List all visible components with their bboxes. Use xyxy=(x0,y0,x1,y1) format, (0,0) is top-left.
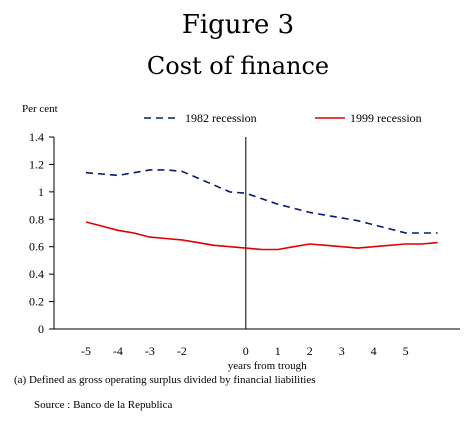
y-tick-label: 0.2 xyxy=(29,295,44,309)
x-tick-label: 5 xyxy=(403,344,409,358)
x-tick-label: -4 xyxy=(113,344,123,358)
footnote: (a) Defined as gross operating surplus d… xyxy=(14,374,316,386)
figure-title: Figure 3 xyxy=(181,10,295,40)
x-tick-label: -3 xyxy=(145,344,155,358)
source-note: Source : Banco de la Republica xyxy=(34,399,173,411)
legend-label: 1982 recession xyxy=(185,111,257,125)
x-axis-label: years from trough xyxy=(228,360,307,372)
legend-label: 1999 recession xyxy=(350,111,422,125)
figure-subtitle: Cost of finance xyxy=(146,52,330,80)
series-line-1 xyxy=(85,169,438,234)
x-tick-label: 0 xyxy=(243,344,249,358)
x-tick-label: -5 xyxy=(81,344,91,358)
x-tick-label: -2 xyxy=(177,344,187,358)
y-tick-label: 1.4 xyxy=(29,130,44,144)
x-tick-label: 4 xyxy=(371,344,377,358)
y-tick-label: 1.2 xyxy=(29,157,44,171)
y-tick-label: 0.8 xyxy=(29,212,44,226)
x-tick-label: 3 xyxy=(339,344,345,358)
x-tick-label: 2 xyxy=(307,344,313,358)
series-line-2 xyxy=(85,221,438,251)
y-tick-label: 0 xyxy=(38,322,44,336)
y-tick-label: 0.4 xyxy=(29,267,44,281)
y-axis-label: Per cent xyxy=(22,103,58,115)
y-tick-label: 0.6 xyxy=(29,240,44,254)
y-tick-label: 1 xyxy=(38,185,44,199)
x-tick-label: 1 xyxy=(275,344,281,358)
